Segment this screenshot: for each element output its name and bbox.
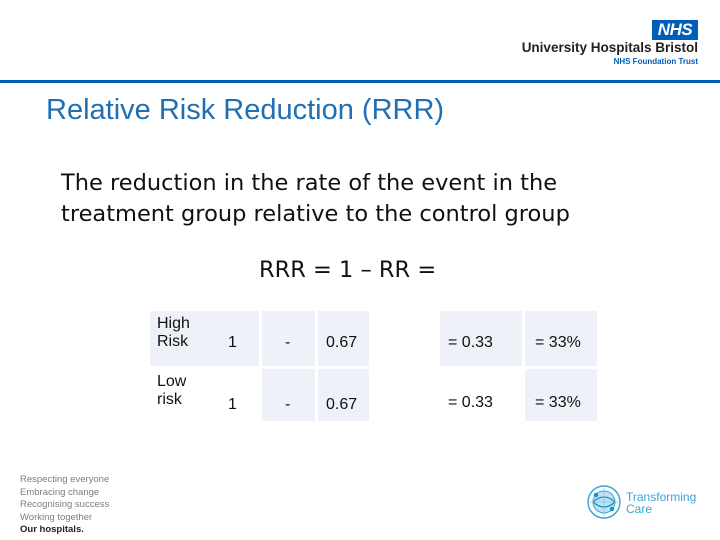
row-label-line1: High Risk xyxy=(157,315,190,350)
tc-line1: Transforming xyxy=(626,490,697,504)
definition-text: The reduction in the rate of the event i… xyxy=(61,170,570,227)
cell-percent: = 33% xyxy=(525,311,597,366)
cell-result: = 0.33 xyxy=(440,311,522,366)
cell-minus-text: - xyxy=(285,333,291,351)
org-subtitle: NHS Foundation Trust xyxy=(613,57,698,66)
cell-rr: 0.67 xyxy=(318,369,369,421)
row-label-high-risk: High Risk xyxy=(150,311,204,366)
header-rule xyxy=(0,80,720,83)
cell-one-text: 1 xyxy=(228,333,237,351)
cell-result-text: = 0.33 xyxy=(448,394,493,411)
cell-result-text: = 0.33 xyxy=(448,333,493,351)
values-list: Respecting everyone Embracing change Rec… xyxy=(20,474,109,537)
row-label-line1: Low risk xyxy=(157,373,187,408)
nhs-logo: NHS xyxy=(652,20,698,40)
transforming-care-logo: Transforming Care xyxy=(626,491,696,515)
cell-percent: = 33% xyxy=(525,369,597,421)
org-name: University Hospitals Bristol xyxy=(521,40,698,55)
row-label-low-risk: Low risk xyxy=(150,369,204,421)
cell-rr-text: 0.67 xyxy=(326,396,358,413)
cell-minus-text: - xyxy=(285,396,291,413)
value-item: Recognising success xyxy=(20,499,110,510)
cell-one: 1 xyxy=(204,369,259,421)
value-item-strong: Our hospitals. xyxy=(20,524,84,535)
cell-percent-text: = 33% xyxy=(535,394,581,411)
cell-minus: - xyxy=(262,311,315,366)
cell-percent-text: = 33% xyxy=(535,333,581,351)
value-item: Respecting everyone xyxy=(20,474,110,485)
cell-result: = 0.33 xyxy=(440,369,522,421)
tc-line2: Care xyxy=(626,502,653,516)
cell-minus: - xyxy=(262,369,315,421)
value-item: Working together xyxy=(20,511,93,523)
cell-one: 1 xyxy=(204,311,259,366)
value-item: Embracing change xyxy=(20,486,100,498)
cell-rr-text: 0.67 xyxy=(326,333,358,351)
globe-icon xyxy=(587,485,621,519)
cell-one-text: 1 xyxy=(228,396,237,413)
formula-text: RRR = 1 – RR = xyxy=(259,257,437,283)
slide-title: Relative Risk Reduction (RRR) xyxy=(46,94,445,126)
cell-rr: 0.67 xyxy=(318,311,369,366)
